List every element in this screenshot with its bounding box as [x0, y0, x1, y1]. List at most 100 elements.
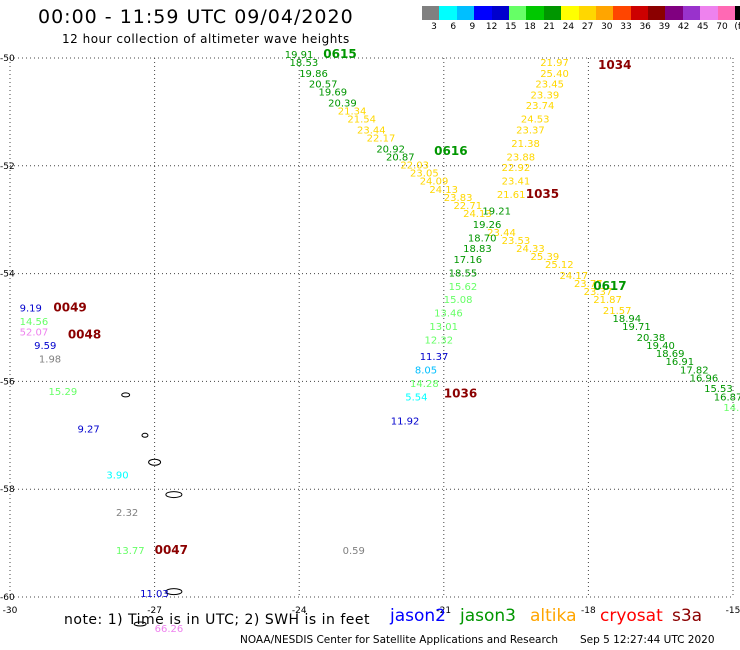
color-scale-cell [422, 6, 440, 20]
wave-height-reading: 66.26 [155, 624, 184, 635]
wave-height-reading: 25.40 [540, 69, 569, 80]
wave-height-reading: 19.91 [285, 50, 314, 61]
color-scale-label: 27 [581, 22, 594, 32]
wave-height-reading: 16.96 [690, 373, 719, 384]
island-outlines [121, 392, 183, 627]
page-title: 00:00 - 11:59 UTC 09/04/2020 [38, 6, 354, 28]
wave-height-reading: 2.32 [116, 508, 138, 519]
color-scale-cell [682, 6, 701, 20]
color-scale-label: 6 [450, 22, 457, 32]
color-scale-label: 12 [485, 22, 498, 32]
color-scale-cell [561, 6, 579, 20]
wave-height-reading: 16.87 [714, 392, 740, 403]
color-scale-cell [578, 6, 596, 20]
wave-height-reading: 25.12 [545, 260, 574, 271]
page-subtitle: 12 hour collection of altimeter wave hei… [62, 32, 350, 46]
wave-height-reading: 13.77 [116, 546, 145, 557]
wave-height-reading: 20.38 [637, 333, 666, 344]
wave-height-reading: 21.57 [603, 306, 632, 317]
color-scale-label: 36 [639, 22, 651, 32]
color-scale-label: 33 [620, 22, 632, 32]
wave-height-reading: 21.34 [338, 107, 367, 118]
wave-height-reading: 8.05 [415, 365, 437, 376]
island-shape [165, 588, 183, 596]
wave-height-reading: 24.33 [516, 244, 545, 255]
pass-time-label: 0049 [53, 300, 86, 314]
color-scale-label: 15 [505, 22, 517, 32]
wave-height-reading: 22.03 [400, 160, 429, 171]
color-scale-cell [648, 6, 666, 20]
wave-height-reading: 23.39 [531, 90, 560, 101]
wave-height-reading: 18.94 [613, 314, 642, 325]
color-scale-cell [508, 6, 527, 20]
wave-height-reading: 22.17 [367, 134, 396, 145]
wave-height-reading: 17.82 [680, 365, 709, 376]
wave-readings: 19.9118.5319.8620.5719.6920.3921.3421.54… [20, 50, 740, 635]
satellite-legend-item: s3a [672, 606, 703, 626]
wave-height-reading: 18.83 [463, 244, 492, 255]
wave-height-reading: 24.13 [429, 185, 458, 196]
wave-height-reading: 19.71 [622, 322, 651, 333]
wave-height-reading: 15.08 [444, 295, 473, 306]
island-shape [121, 392, 131, 398]
wave-height-reading: 9.59 [34, 341, 56, 352]
wave-height-reading: 20.92 [376, 144, 405, 155]
lat-tick-label: -58 [0, 485, 15, 495]
lon-tick-label: -18 [581, 606, 596, 616]
lon-tick-label: -27 [147, 606, 162, 616]
color-scale-label: 30 [601, 22, 613, 32]
pass-time-label: 0047 [155, 543, 188, 557]
color-scale-cell [665, 6, 683, 20]
wave-height-reading: 24.13 [463, 209, 492, 220]
wave-height-reading: 19.26 [473, 220, 502, 231]
wave-height-reading: 19.21 [482, 206, 511, 217]
wave-height-reading: 23.37 [516, 125, 545, 136]
pass-time-label: 0048 [68, 327, 101, 341]
color-scale-cell [735, 6, 740, 20]
wave-height-reading: 23.44 [357, 125, 386, 136]
wave-height-reading: 0.59 [343, 546, 365, 557]
wave-height-reading: 21.97 [540, 58, 569, 69]
wave-height-reading: 14.56 [20, 317, 49, 328]
wave-height-reading: 14.28 [410, 379, 439, 390]
color-scale-cell [595, 6, 614, 20]
wave-height-reading: 14. [723, 403, 739, 414]
lat-tick-label: -60 [0, 593, 15, 603]
color-scale-cell [717, 6, 736, 20]
wave-height-reading: 3.90 [106, 470, 128, 481]
wave-height-reading: 9.19 [20, 303, 42, 314]
color-scale-cell [630, 6, 649, 20]
lon-tick-label: -21 [436, 606, 451, 616]
wave-height-reading: 21.38 [511, 139, 540, 150]
lon-tick-label: -30 [3, 606, 18, 616]
wave-height-reading: 24.53 [521, 115, 550, 126]
color-scale-cell [474, 6, 492, 20]
color-scale-label: 18 [524, 22, 536, 32]
lat-tick-label: -54 [0, 270, 15, 280]
footer-note: note: 1) Time is in UTC; 2) SWH is in fe… [64, 612, 371, 628]
wave-height-reading: 13.01 [429, 322, 458, 333]
wave-height-reading: 15.62 [449, 282, 478, 293]
wave-height-reading: 19.69 [318, 88, 347, 99]
wave-height-reading: 11.92 [391, 417, 420, 428]
satellite-legend-item: altika [530, 606, 577, 626]
island-shape [141, 432, 149, 438]
map-grid [9, 57, 734, 598]
wave-height-reading: 21.54 [347, 115, 376, 126]
wave-height-reading: 9.27 [77, 425, 99, 436]
wave-height-reading: 23.41 [502, 177, 531, 188]
wave-height-reading: 5.54 [405, 392, 427, 403]
pass-time-label: 0615 [323, 47, 356, 61]
wave-height-reading: 23.53 [502, 236, 531, 247]
wave-height-reading: 18.69 [656, 349, 685, 360]
wave-height-reading: 1.98 [39, 355, 61, 366]
color-scale-cell [700, 6, 718, 20]
color-scale-label: 3 [431, 22, 437, 32]
color-scale [422, 6, 740, 20]
wave-height-reading: 11.03 [140, 589, 169, 600]
color-scale-label: 42 [677, 22, 690, 32]
color-scale-cell [526, 6, 544, 20]
lat-tick-label: -50 [0, 54, 15, 64]
